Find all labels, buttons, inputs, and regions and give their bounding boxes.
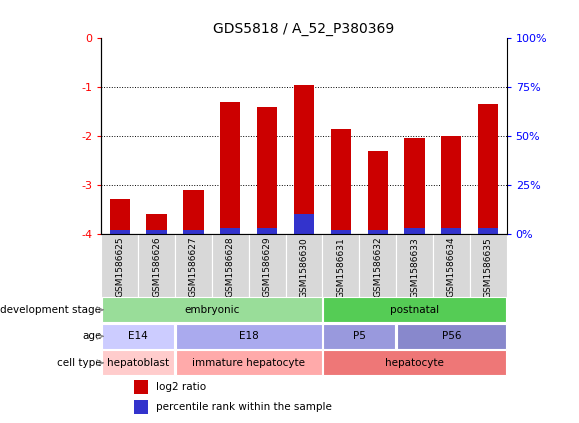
Bar (441, 228, 461, 233)
Text: GSM1586626: GSM1586626 (152, 237, 161, 297)
Bar (323, 324, 395, 349)
Text: embryonic: embryonic (184, 305, 240, 315)
Text: GSM1586628: GSM1586628 (226, 237, 234, 297)
Bar (101, 233, 138, 297)
Text: GSM1586627: GSM1586627 (189, 237, 198, 297)
Bar (134, 400, 148, 414)
Bar (368, 151, 388, 230)
Bar (397, 324, 506, 349)
Bar (176, 350, 322, 375)
Bar (294, 214, 314, 233)
Bar (294, 85, 314, 214)
Bar (404, 138, 424, 228)
Bar (396, 233, 433, 297)
Bar (249, 233, 285, 297)
Text: cell type: cell type (57, 358, 101, 368)
Bar (433, 233, 470, 297)
Text: postnatal: postnatal (390, 305, 439, 315)
Bar (470, 233, 507, 297)
Text: GSM1586632: GSM1586632 (373, 237, 382, 297)
Bar (102, 350, 174, 375)
Text: GSM1586629: GSM1586629 (263, 237, 272, 297)
Bar (368, 230, 388, 233)
Bar (404, 228, 424, 233)
Text: age: age (82, 331, 101, 341)
Bar (323, 233, 359, 297)
Text: P56: P56 (442, 331, 461, 341)
Bar (176, 324, 322, 349)
Bar (220, 228, 240, 233)
Text: GSM1586633: GSM1586633 (410, 237, 419, 297)
Bar (359, 233, 396, 297)
Bar (257, 107, 277, 228)
Bar (257, 228, 277, 233)
Bar (212, 233, 249, 297)
Text: E14: E14 (129, 331, 148, 341)
Bar (146, 214, 167, 230)
Text: E18: E18 (239, 331, 259, 341)
Text: hepatoblast: hepatoblast (107, 358, 169, 368)
Bar (331, 230, 351, 233)
Bar (146, 230, 167, 233)
Bar (102, 297, 322, 322)
Bar (102, 324, 174, 349)
Text: GSM1586631: GSM1586631 (336, 237, 345, 297)
Text: development stage: development stage (1, 305, 101, 315)
Text: immature hepatocyte: immature hepatocyte (192, 358, 305, 368)
Bar (441, 136, 461, 228)
Bar (134, 380, 148, 394)
Text: GSM1586634: GSM1586634 (447, 237, 456, 297)
Text: P5: P5 (353, 331, 366, 341)
Text: GSM1586635: GSM1586635 (483, 237, 493, 297)
Text: log2 ratio: log2 ratio (156, 382, 206, 392)
Bar (109, 199, 130, 230)
Bar (109, 230, 130, 233)
Bar (323, 350, 506, 375)
Text: percentile rank within the sample: percentile rank within the sample (156, 402, 332, 412)
Bar (323, 297, 506, 322)
Title: GDS5818 / A_52_P380369: GDS5818 / A_52_P380369 (213, 22, 395, 36)
Bar (184, 190, 204, 230)
Bar (478, 228, 499, 233)
Text: hepatocyte: hepatocyte (385, 358, 444, 368)
Bar (331, 129, 351, 230)
Bar (478, 104, 499, 228)
Bar (184, 230, 204, 233)
Text: GSM1586625: GSM1586625 (115, 237, 124, 297)
Bar (175, 233, 212, 297)
Bar (220, 102, 240, 228)
Bar (138, 233, 175, 297)
Text: GSM1586630: GSM1586630 (299, 237, 309, 297)
Bar (285, 233, 323, 297)
